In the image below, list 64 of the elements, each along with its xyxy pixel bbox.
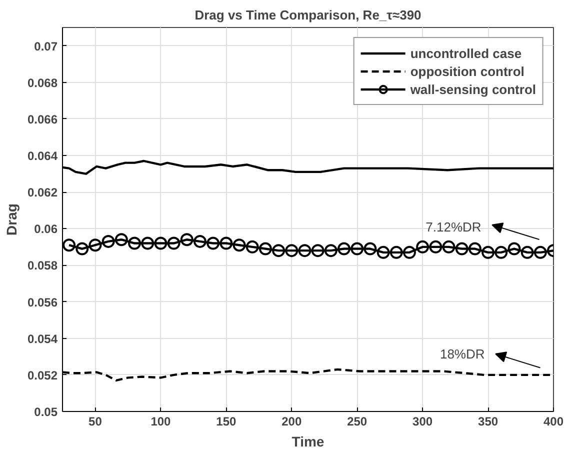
legend-label: opposition control <box>410 62 524 80</box>
point <box>114 233 128 246</box>
chart-title: Drag vs Time Comparison, Re_τ≈390 <box>194 8 422 22</box>
y-tick-label: 0.068 <box>27 76 58 90</box>
point <box>468 242 482 256</box>
point <box>285 244 298 258</box>
point <box>364 242 377 256</box>
point <box>508 242 521 256</box>
point <box>193 234 206 248</box>
y-tick-label: 0.052 <box>27 368 58 382</box>
y-axis-title: Drag <box>3 204 20 236</box>
point <box>141 236 154 250</box>
y-tick-label: 0.06 <box>34 222 58 236</box>
point <box>416 240 430 254</box>
y-tick-label: 0.054 <box>27 332 58 346</box>
y-tick-label: 0.056 <box>27 295 58 310</box>
point <box>128 236 142 250</box>
point <box>258 242 272 256</box>
x-tick-label: 250 <box>347 414 368 428</box>
x-tick-label: 150 <box>216 414 237 428</box>
point <box>62 238 76 252</box>
x-tick-label: 350 <box>478 414 498 428</box>
point <box>102 234 115 248</box>
point <box>376 246 390 259</box>
point <box>390 246 403 259</box>
point <box>534 246 547 259</box>
annotation: 18%DR <box>440 346 485 362</box>
x-tick-label: 300 <box>412 414 433 428</box>
point <box>298 244 312 258</box>
y-tick-label: 0.066 <box>27 112 58 126</box>
point <box>167 236 180 250</box>
y-tick-label: 0.058 <box>27 258 58 273</box>
point <box>232 238 246 252</box>
point <box>350 242 364 256</box>
point <box>482 246 495 259</box>
point <box>338 242 351 256</box>
legend-label: uncontrolled case <box>410 44 522 62</box>
legend-label: wall-sensing control <box>410 80 536 98</box>
point <box>220 236 233 250</box>
point <box>442 240 456 254</box>
x-tick-label: 200 <box>282 414 302 428</box>
x-tick-label: 100 <box>150 414 172 428</box>
point <box>429 240 442 254</box>
point <box>272 244 286 258</box>
y-tick-label: 0.064 <box>27 149 58 163</box>
annotation: 7.12%DR <box>426 220 482 235</box>
point <box>520 246 534 259</box>
point <box>180 233 194 246</box>
point <box>402 246 416 259</box>
y-tick-label: 0.05 <box>34 405 58 419</box>
point <box>494 246 508 259</box>
y-tick-label: 0.07 <box>34 39 58 54</box>
point <box>324 244 338 258</box>
point <box>246 240 259 254</box>
x-tick-label: 400 <box>543 414 564 428</box>
y-tick-label: 0.062 <box>27 186 58 200</box>
point <box>76 242 89 256</box>
point <box>206 236 220 250</box>
point <box>88 238 102 252</box>
x-axis-title: Time <box>292 434 324 450</box>
point <box>154 236 168 250</box>
point <box>455 242 468 256</box>
point <box>311 244 324 258</box>
x-tick-label: 50 <box>88 414 102 428</box>
